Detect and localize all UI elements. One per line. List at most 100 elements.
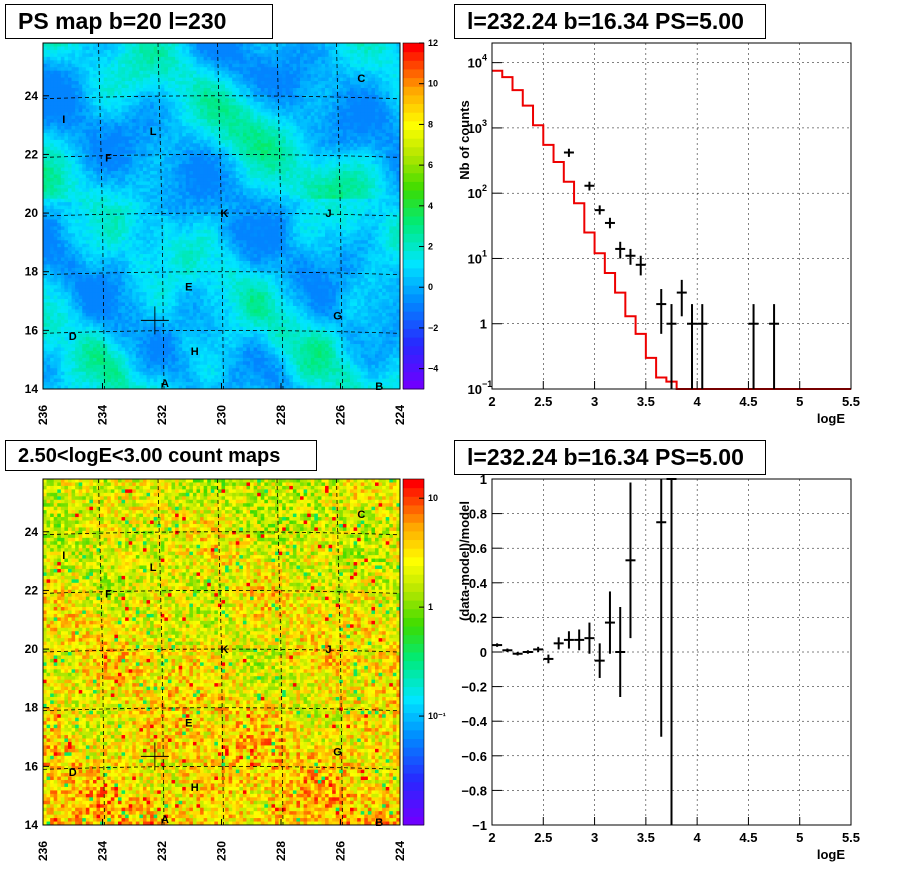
heatmap-cell bbox=[103, 236, 108, 241]
heatmap-cell bbox=[78, 267, 83, 272]
heatmap-cell bbox=[189, 302, 194, 307]
heatmap-cell bbox=[125, 167, 130, 172]
heatmap-cell bbox=[200, 115, 205, 120]
heatmap-cell bbox=[75, 264, 80, 269]
heatmap-cell bbox=[46, 202, 51, 207]
heatmap-cell bbox=[210, 160, 215, 165]
heatmap-cell bbox=[96, 385, 101, 390]
heatmap-cell bbox=[200, 271, 205, 276]
heatmap-cell bbox=[207, 49, 212, 54]
heatmap-cell bbox=[85, 295, 90, 300]
heatmap-cell bbox=[89, 323, 94, 328]
heatmap-cell bbox=[178, 247, 183, 251]
heatmap-cell bbox=[189, 87, 194, 92]
heatmap-cell bbox=[85, 167, 90, 172]
heatmap-cell bbox=[135, 63, 140, 68]
heatmap-cell bbox=[175, 240, 180, 245]
heatmap-cell bbox=[182, 177, 187, 182]
heatmap-cell bbox=[103, 171, 108, 175]
heatmap-cell bbox=[53, 357, 58, 362]
heatmap-cell bbox=[200, 87, 205, 92]
heatmap-cell bbox=[157, 382, 162, 386]
heatmap-cell bbox=[157, 132, 162, 137]
heatmap-cell bbox=[110, 209, 115, 213]
heatmap-cell bbox=[217, 330, 222, 335]
heatmap-cell bbox=[203, 188, 208, 193]
heatmap-cell bbox=[85, 112, 90, 117]
heatmap-cell bbox=[175, 181, 180, 186]
heatmap-cell bbox=[189, 357, 194, 362]
heatmap-cell bbox=[85, 157, 90, 162]
heatmap-cell bbox=[167, 378, 172, 383]
heatmap-cell bbox=[43, 101, 47, 106]
heatmap-cell bbox=[192, 43, 197, 47]
heatmap-cell bbox=[142, 385, 147, 390]
heatmap-cell bbox=[200, 378, 205, 383]
heatmap-cell bbox=[64, 119, 69, 123]
heatmap-cell bbox=[46, 281, 51, 286]
heatmap-cell bbox=[125, 150, 130, 155]
heatmap-cell bbox=[64, 195, 69, 200]
heatmap-cell bbox=[100, 167, 105, 172]
heatmap-cell bbox=[64, 219, 69, 224]
heatmap-cell bbox=[125, 267, 130, 272]
heatmap-cell bbox=[203, 264, 208, 269]
heatmap-cell bbox=[75, 177, 80, 182]
heatmap-cell bbox=[107, 278, 112, 283]
heatmap-cell bbox=[50, 202, 55, 207]
heatmap-cell bbox=[146, 250, 151, 255]
heatmap-cell bbox=[78, 212, 83, 217]
heatmap-cell bbox=[43, 77, 47, 82]
heatmap-cell bbox=[132, 350, 137, 355]
heatmap-cell bbox=[114, 205, 119, 210]
heatmap-cell bbox=[103, 77, 108, 82]
heatmap-cell bbox=[150, 188, 155, 193]
heatmap-cell bbox=[92, 378, 97, 383]
heatmap-cell bbox=[142, 281, 147, 286]
heatmap-cell bbox=[64, 205, 69, 210]
heatmap-cell bbox=[153, 91, 158, 96]
heatmap-cell bbox=[150, 70, 155, 75]
heatmap-cell bbox=[142, 67, 147, 72]
heatmap-cell bbox=[139, 229, 144, 234]
heatmap-cell bbox=[128, 305, 133, 310]
heatmap-cell bbox=[67, 240, 72, 245]
heatmap-cell bbox=[207, 243, 212, 248]
heatmap-cell bbox=[75, 216, 80, 220]
heatmap-cell bbox=[142, 46, 147, 51]
heatmap-cell bbox=[53, 260, 58, 265]
heatmap-cell bbox=[121, 340, 126, 345]
heatmap-cell bbox=[114, 122, 119, 127]
heatmap-cell bbox=[203, 202, 208, 207]
heatmap-cell bbox=[135, 385, 140, 390]
heatmap-cell bbox=[53, 177, 58, 182]
heatmap-cell bbox=[100, 87, 105, 92]
heatmap-cell bbox=[114, 84, 119, 89]
heatmap-cell bbox=[203, 101, 208, 106]
heatmap-cell bbox=[157, 319, 162, 324]
heatmap-cell bbox=[60, 181, 65, 186]
heatmap-cell bbox=[46, 357, 51, 362]
heatmap-cell bbox=[189, 281, 194, 286]
heatmap-cell bbox=[107, 81, 112, 85]
heatmap-cell bbox=[207, 188, 212, 193]
heatmap-cell bbox=[50, 49, 55, 54]
heatmap-cell bbox=[60, 153, 65, 158]
heatmap-cell bbox=[164, 295, 169, 300]
heatmap-cell bbox=[150, 368, 155, 373]
heatmap-cell bbox=[203, 198, 208, 203]
heatmap-cell bbox=[157, 326, 162, 331]
heatmap-cell bbox=[153, 198, 158, 203]
heatmap-cell bbox=[214, 43, 219, 47]
heatmap-cell bbox=[92, 364, 97, 369]
heatmap-cell bbox=[89, 319, 94, 324]
heatmap-cell bbox=[50, 250, 55, 255]
heatmap-cell bbox=[82, 326, 87, 331]
heatmap-cell bbox=[75, 330, 80, 335]
heatmap-cell bbox=[78, 364, 83, 369]
heatmap-cell bbox=[200, 274, 205, 279]
heatmap-cell bbox=[67, 153, 72, 158]
heatmap-cell bbox=[132, 150, 137, 155]
heatmap-cell bbox=[185, 295, 190, 300]
heatmap-cell bbox=[78, 250, 83, 255]
